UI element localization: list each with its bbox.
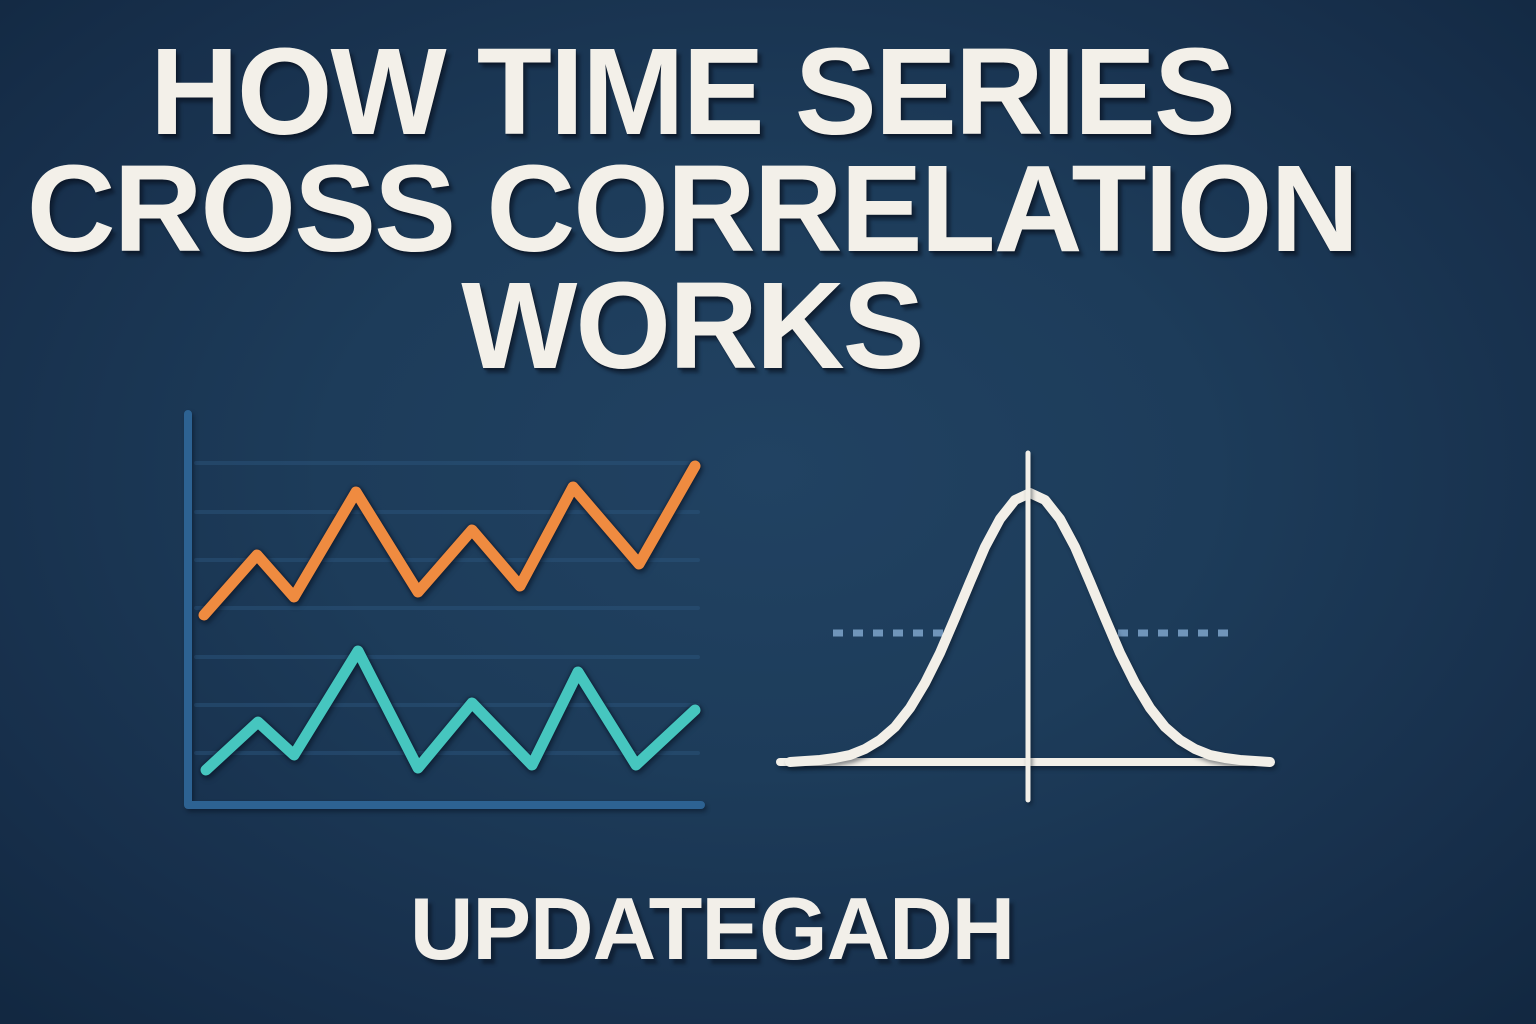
- brand-watermark: UPDATEGADH: [409, 879, 1015, 978]
- orange-series-line: [198, 460, 701, 621]
- timeseries-axis: [184, 410, 705, 809]
- page-title: HOW TIME SERIES CROSS CORRELATION WORKS: [0, 24, 1384, 395]
- bell-curve-plot: [776, 450, 1275, 803]
- title-line-2: CROSS CORRELATION: [26, 141, 1359, 278]
- title-line-1: HOW TIME SERIES: [150, 24, 1236, 161]
- timeseries-gridlines: [194, 461, 700, 755]
- title-line-3: WORKS: [461, 258, 924, 395]
- teal-series-line: [200, 645, 701, 776]
- timeseries-chart: [184, 410, 705, 809]
